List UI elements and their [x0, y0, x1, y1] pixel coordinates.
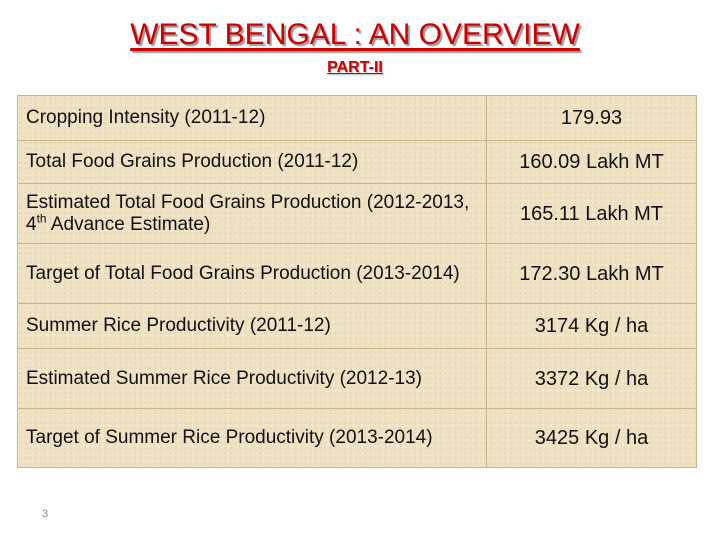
- row-label: Target of Total Food Grains Production (…: [17, 243, 487, 304]
- row-label-text: Advance Estimate): [46, 213, 211, 235]
- table-row: Estimated Summer Rice Productivity (2012…: [17, 348, 697, 409]
- row-value: 172.30 Lakh MT: [486, 243, 697, 304]
- row-value: 3174 Kg / ha: [486, 303, 697, 349]
- row-label: Summer Rice Productivity (2011-12): [17, 303, 487, 349]
- table-row: Target of Total Food Grains Production (…: [17, 243, 697, 304]
- page-number: 3: [42, 508, 49, 520]
- table-row: Target of Summer Rice Productivity (2013…: [17, 408, 697, 468]
- table-row: Cropping Intensity (2011-12) 179.93: [17, 95, 697, 141]
- table-row: Total Food Grains Production (2011-12) 1…: [17, 140, 697, 184]
- row-value: 165.11 Lakh MT: [486, 183, 697, 244]
- row-label: Cropping Intensity (2011-12): [17, 95, 487, 141]
- row-value: 179.93: [486, 95, 697, 141]
- row-value: 160.09 Lakh MT: [486, 140, 697, 184]
- row-label-text: Estimated Total Food Grains Production (…: [26, 191, 470, 235]
- table-row: Estimated Total Food Grains Production (…: [17, 183, 697, 244]
- row-label: Total Food Grains Production (2011-12): [17, 140, 487, 184]
- row-value: 3372 Kg / ha: [486, 348, 697, 409]
- row-label-superscript: th: [36, 211, 47, 226]
- row-label: Estimated Total Food Grains Production (…: [17, 183, 487, 244]
- page-subtitle: PART-II: [327, 59, 383, 76]
- row-value: 3425 Kg / ha: [486, 408, 697, 468]
- row-label: Target of Summer Rice Productivity (2013…: [17, 408, 487, 468]
- page-title: WEST BENGAL : AN OVERVIEW: [130, 18, 580, 51]
- row-label: Estimated Summer Rice Productivity (2012…: [17, 348, 487, 409]
- overview-table: Cropping Intensity (2011-12) 179.93 Tota…: [17, 95, 697, 468]
- table-row: Summer Rice Productivity (2011-12) 3174 …: [17, 303, 697, 349]
